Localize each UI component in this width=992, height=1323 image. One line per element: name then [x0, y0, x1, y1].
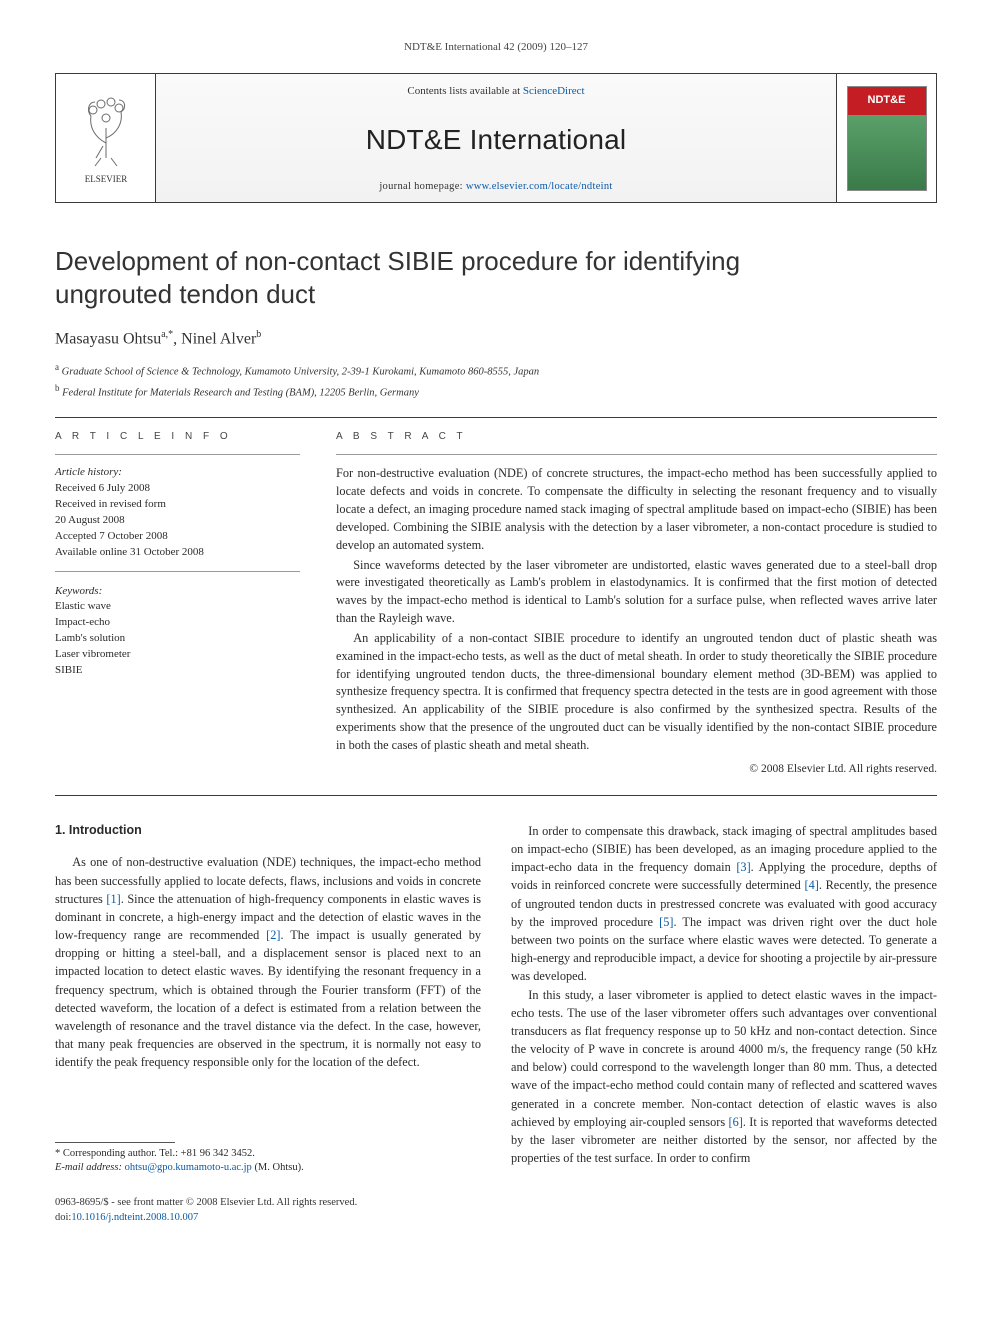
contents-prefix: Contents lists available at — [407, 85, 522, 97]
ref-link-3[interactable]: [3] — [736, 860, 750, 874]
abstract-p3: An applicability of a non-contact SIBIE … — [336, 630, 937, 755]
keyword: Laser vibrometer — [55, 647, 300, 663]
rule-below-abstract — [55, 795, 937, 796]
keyword: SIBIE — [55, 663, 300, 679]
journal-name: NDT&E International — [366, 120, 627, 159]
abstract-p2: Since waveforms detected by the laser vi… — [336, 557, 937, 628]
ref-link-6[interactable]: [6] — [729, 1115, 743, 1129]
author-list: Masayasu Ohtsua,*, Ninel Alverb — [55, 328, 937, 351]
ref-link-4[interactable]: [4] — [805, 878, 819, 892]
article-title: Development of non-contact SIBIE procedu… — [55, 245, 937, 310]
affiliation-b: b Federal Institute for Materials Resear… — [55, 382, 937, 401]
section-1-heading: 1. Introduction — [55, 822, 481, 840]
corresponding-email-link[interactable]: ohtsu@gpo.kumamoto-u.ac.jp — [125, 1162, 252, 1173]
abs-divider — [336, 454, 937, 455]
history-item: Accepted 7 October 2008 — [55, 529, 300, 545]
banner-center: Contents lists available at ScienceDirec… — [156, 74, 836, 202]
title-line-2: ungrouted tendon duct — [55, 279, 315, 309]
history-item: Received 6 July 2008 — [55, 481, 300, 497]
publisher-wordmark: ELSEVIER — [84, 174, 127, 184]
homepage-line: journal homepage: www.elsevier.com/locat… — [379, 180, 612, 195]
article-info-header: A R T I C L E I N F O — [55, 430, 300, 444]
info-divider — [55, 454, 300, 455]
keyword: Lamb's solution — [55, 631, 300, 647]
footnote-email-tail: (M. Ohtsu). — [252, 1162, 304, 1173]
ref-link-1[interactable]: [1] — [106, 892, 120, 906]
publisher-logo-box: ELSEVIER — [56, 74, 156, 202]
sciencedirect-link[interactable]: ScienceDirect — [523, 85, 585, 97]
front-matter-line: 0963-8695/$ - see front matter © 2008 El… — [55, 1196, 937, 1211]
ref-link-2[interactable]: [2] — [266, 928, 280, 942]
aff-b-text: Federal Institute for Materials Research… — [60, 388, 419, 399]
keywords-label: Keywords: — [55, 584, 300, 599]
abstract-header: A B S T R A C T — [336, 430, 937, 444]
keyword: Impact-echo — [55, 615, 300, 631]
running-head: NDT&E International 42 (2009) 120–127 — [55, 40, 937, 55]
two-column-body: 1. Introduction As one of non-destructiv… — [55, 822, 937, 1176]
author-1: Masayasu Ohtsu — [55, 331, 161, 348]
doi-label: doi: — [55, 1212, 71, 1223]
ref-link-5[interactable]: [5] — [659, 915, 673, 929]
kw-divider — [55, 571, 300, 572]
footnote-email-label: E-mail address: — [55, 1162, 125, 1173]
article-info-column: A R T I C L E I N F O Article history: R… — [55, 430, 300, 776]
title-line-1: Development of non-contact SIBIE procedu… — [55, 246, 740, 276]
elsevier-tree-icon: ELSEVIER — [71, 88, 141, 188]
aff-a-text: Graduate School of Science & Technology,… — [59, 367, 539, 378]
meta-row: A R T I C L E I N F O Article history: R… — [55, 430, 937, 776]
history-item: 20 August 2008 — [55, 513, 300, 529]
homepage-link[interactable]: www.elsevier.com/locate/ndteint — [466, 181, 613, 192]
history-item: Received in revised form — [55, 497, 300, 513]
corresponding-footnote: * Corresponding author. Tel.: +81 96 342… — [55, 1142, 481, 1176]
footnote-corr-text: Corresponding author. Tel.: +81 96 342 3… — [60, 1148, 255, 1159]
journal-banner: ELSEVIER Contents lists available at Sci… — [55, 73, 937, 203]
body-p3-seg-a: In this study, a laser vibrometer is app… — [511, 988, 937, 1129]
cover-brand-text: NDT&E — [868, 93, 906, 108]
abstract-copyright: © 2008 Elsevier Ltd. All rights reserved… — [336, 761, 937, 777]
page-footer: 0963-8695/$ - see front matter © 2008 El… — [55, 1196, 937, 1225]
history-label: Article history: — [55, 465, 300, 480]
author-2-affil-sup: b — [256, 329, 261, 340]
affiliation-a: a Graduate School of Science & Technolog… — [55, 361, 937, 380]
journal-cover-box: NDT&E — [836, 74, 936, 202]
body-p1: As one of non-destructive evaluation (ND… — [55, 853, 481, 1071]
abstract-column: A B S T R A C T For non-destructive eval… — [336, 430, 937, 776]
doi-link[interactable]: 10.1016/j.ndteint.2008.10.007 — [71, 1212, 198, 1223]
abstract-body: For non-destructive evaluation (NDE) of … — [336, 465, 937, 754]
body-p1-seg-c: . The impact is usually generated by dro… — [55, 928, 481, 1069]
body-p3: In this study, a laser vibrometer is app… — [511, 986, 937, 1168]
body-p2: In order to compensate this drawback, st… — [511, 822, 937, 986]
abstract-p1: For non-destructive evaluation (NDE) of … — [336, 465, 937, 554]
history-item: Available online 31 October 2008 — [55, 545, 300, 561]
keyword: Elastic wave — [55, 599, 300, 615]
homepage-prefix: journal homepage: — [379, 181, 465, 192]
contents-line: Contents lists available at ScienceDirec… — [407, 84, 584, 99]
author-2: Ninel Alver — [181, 331, 256, 348]
journal-cover-thumb: NDT&E — [847, 86, 927, 191]
author-sep: , — [173, 331, 181, 348]
rule-above-meta — [55, 417, 937, 418]
